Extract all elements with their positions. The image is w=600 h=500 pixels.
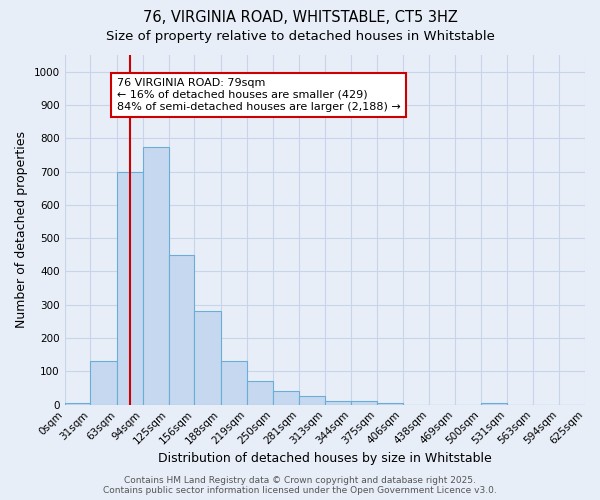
Text: Size of property relative to detached houses in Whitstable: Size of property relative to detached ho… bbox=[106, 30, 494, 43]
Bar bbox=[221, 362, 247, 405]
Bar bbox=[143, 146, 169, 404]
Bar bbox=[325, 400, 351, 404]
Text: 76, VIRGINIA ROAD, WHITSTABLE, CT5 3HZ: 76, VIRGINIA ROAD, WHITSTABLE, CT5 3HZ bbox=[143, 10, 457, 25]
X-axis label: Distribution of detached houses by size in Whitstable: Distribution of detached houses by size … bbox=[158, 452, 491, 465]
Bar bbox=[351, 400, 377, 404]
Bar bbox=[65, 403, 91, 404]
Bar bbox=[194, 312, 221, 404]
Bar bbox=[299, 396, 325, 404]
Bar bbox=[481, 403, 507, 404]
Bar bbox=[117, 172, 143, 404]
Text: Contains HM Land Registry data © Crown copyright and database right 2025.
Contai: Contains HM Land Registry data © Crown c… bbox=[103, 476, 497, 495]
Y-axis label: Number of detached properties: Number of detached properties bbox=[15, 132, 28, 328]
Text: 76 VIRGINIA ROAD: 79sqm
← 16% of detached houses are smaller (429)
84% of semi-d: 76 VIRGINIA ROAD: 79sqm ← 16% of detache… bbox=[117, 78, 401, 112]
Bar bbox=[169, 255, 194, 404]
Bar bbox=[377, 403, 403, 404]
Bar bbox=[247, 382, 273, 404]
Bar bbox=[273, 392, 299, 404]
Bar bbox=[91, 362, 117, 405]
